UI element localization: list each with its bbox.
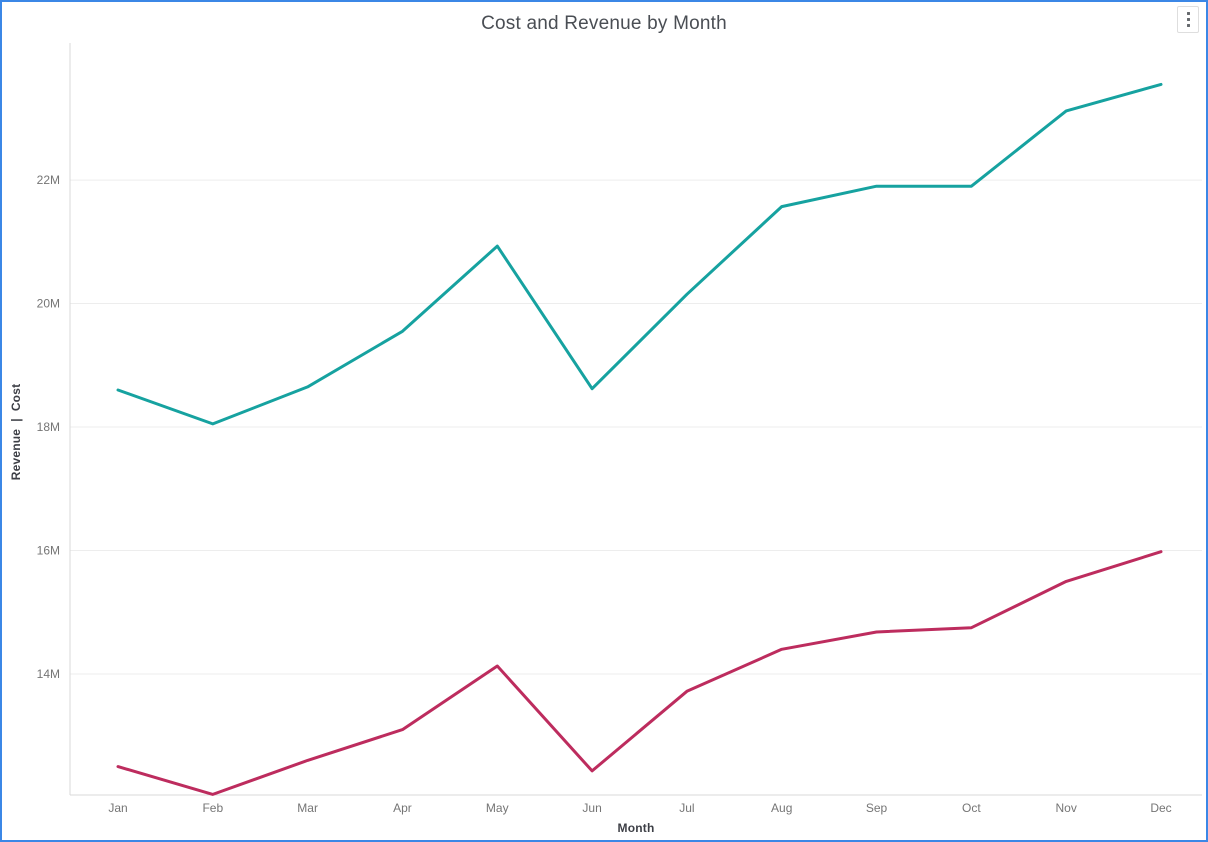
x-tick-label: Mar [297,801,318,815]
series-line-cost[interactable] [116,550,1163,796]
x-tick-label: Dec [1150,801,1171,815]
x-tick-label: May [486,801,509,815]
x-axis-title: Month [617,821,655,835]
x-tick-label: Apr [393,801,412,815]
x-tick-label: Jun [582,801,601,815]
kebab-menu-icon [1186,24,1190,27]
series-line-revenue[interactable] [116,82,1163,426]
y-tick-label: 20M [37,297,60,311]
kebab-menu-icon [1186,18,1190,21]
x-tick-label: Nov [1056,801,1077,815]
x-tick-label: Feb [202,801,223,815]
x-tick-label: Oct [962,801,981,815]
y-tick-label: 14M [37,667,60,681]
y-tick-label: 22M [37,173,60,187]
y-tick-label: 18M [37,420,60,434]
more-options-button[interactable] [1177,6,1199,33]
x-tick-label: Jul [679,801,694,815]
x-tick-label: Sep [866,801,888,815]
y-tick-label: 16M [37,544,60,558]
x-tick-label: Jan [108,801,127,815]
x-tick-label: Aug [771,801,792,815]
kebab-menu-icon [1186,12,1190,15]
